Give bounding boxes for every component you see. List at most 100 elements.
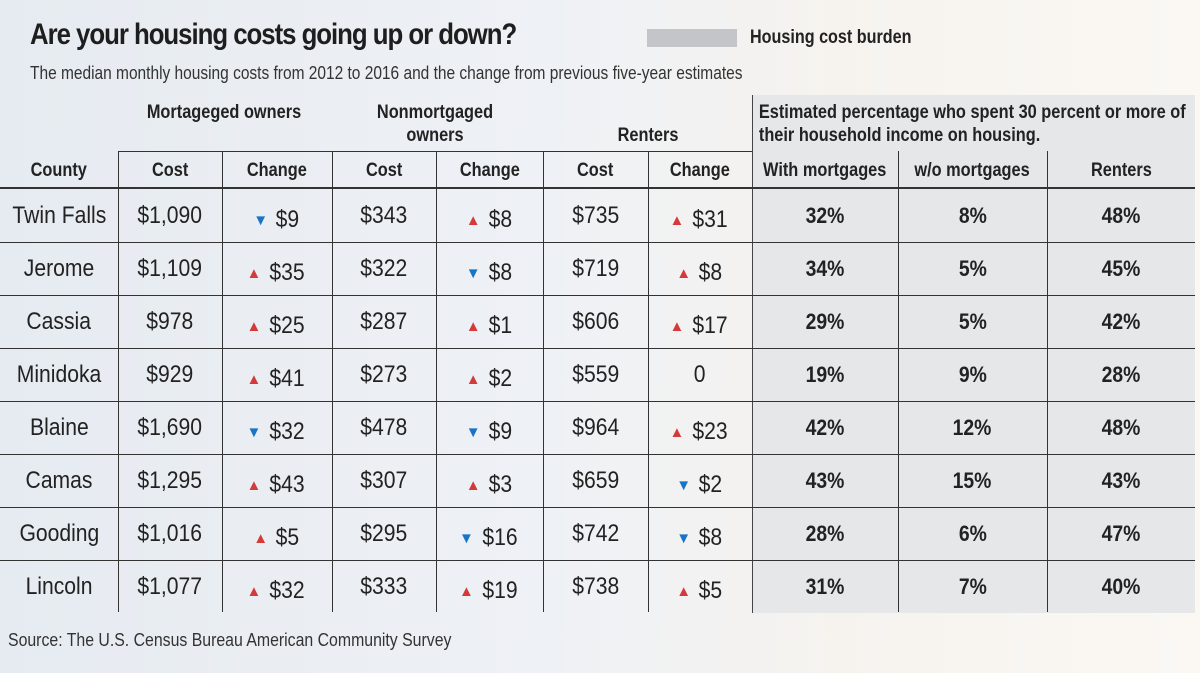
change-cell-up-text: $5 — [275, 523, 300, 551]
housing-cost-burden-panel — [752, 95, 1195, 613]
triangle-down-icon: ▼ — [465, 265, 481, 282]
triangle-up-icon: ▲ — [459, 583, 474, 600]
cost-value: $343 — [332, 189, 436, 242]
cost-value-text: $287 — [360, 307, 408, 335]
burden-percent-text: 34% — [805, 255, 845, 281]
change-cell-up: ▲ $23 — [648, 405, 752, 458]
cost-value-text: $478 — [360, 413, 408, 441]
burden-percent-text: 43% — [1101, 467, 1141, 493]
cost-value: $478 — [332, 401, 436, 454]
column-header-text: Change — [459, 160, 520, 181]
triangle-up-icon: ▲ — [246, 318, 262, 335]
column-header-text: Cost — [365, 160, 403, 181]
change-cell-up-text: $2 — [488, 364, 512, 392]
burden-percent-text: 32% — [805, 202, 845, 228]
change-cell-down-text: $9 — [488, 417, 512, 445]
cost-value: $1,077 — [118, 560, 222, 613]
burden-percent: 42% — [752, 401, 898, 454]
cost-value-text: $559 — [572, 360, 619, 388]
row-divider — [0, 560, 1195, 561]
county-name-text: Gooding — [19, 519, 99, 547]
burden-percent-text: 40% — [1101, 573, 1141, 599]
burden-percent: 32% — [752, 189, 898, 242]
change-cell-down-text: $8 — [698, 523, 723, 551]
burden-percent: 45% — [1047, 242, 1195, 295]
column-divider — [543, 151, 544, 612]
burden-percent-text: 42% — [1101, 308, 1141, 334]
column-header-text: Change — [247, 160, 307, 181]
change-cell-up: ▲ $2 — [436, 352, 543, 405]
cost-value: $719 — [543, 242, 648, 295]
row-divider — [0, 401, 1195, 402]
cost-value: $964 — [543, 401, 648, 454]
burden-percent-text: 45% — [1101, 255, 1141, 281]
burden-percent-text: 12% — [953, 414, 992, 440]
cost-value: $1,109 — [118, 242, 222, 295]
cost-value-text: $307 — [360, 466, 408, 494]
column-header: Cost — [543, 153, 648, 188]
cost-value-text: $738 — [572, 572, 619, 600]
county-name: Blaine — [0, 401, 118, 454]
county-name-text: Minidoka — [16, 360, 102, 388]
change-cell-up: ▲ $32 — [222, 564, 332, 617]
change-cell-up: ▲ $19 — [436, 564, 543, 617]
change-cell-up: ▲ $3 — [436, 458, 543, 511]
burden-percent: 28% — [752, 507, 898, 560]
change-cell-up: ▲ $17 — [648, 299, 752, 352]
cost-value: $735 — [543, 189, 648, 242]
cost-value-text: $343 — [360, 201, 408, 229]
column-header: Change — [436, 153, 543, 188]
change-cell-up: ▲ $1 — [436, 299, 543, 352]
change-cell-up: ▲ $5 — [648, 564, 752, 617]
burden-percent-text: 8% — [958, 202, 987, 228]
change-cell-down: ▼ $8 — [648, 511, 752, 564]
triangle-up-icon: ▲ — [465, 212, 481, 229]
cost-value-text: $1,690 — [137, 413, 203, 441]
row-divider — [0, 507, 1195, 508]
header-rule — [0, 187, 1195, 189]
triangle-down-icon: ▼ — [465, 424, 481, 441]
cost-value: $287 — [332, 295, 436, 348]
burden-percent: 19% — [752, 348, 898, 401]
burden-percent-text: 7% — [958, 573, 987, 599]
source-note: Source: The U.S. Census Bureau American … — [8, 630, 452, 650]
cost-value-text: $719 — [572, 254, 619, 282]
change-cell-down: ▼ $8 — [436, 246, 543, 299]
cost-value-text: $1,109 — [137, 254, 203, 282]
burden-percent: 9% — [898, 348, 1047, 401]
county-name: Minidoka — [0, 348, 118, 401]
change-cell-down: ▼ $9 — [436, 405, 543, 458]
burden-percent: 15% — [898, 454, 1047, 507]
county-name: Jerome — [0, 242, 118, 295]
cost-value-text: $322 — [360, 254, 408, 282]
column-header: County — [0, 153, 118, 188]
county-name: Gooding — [0, 507, 118, 560]
burden-percent: 5% — [898, 242, 1047, 295]
burden-percent-text: 5% — [958, 308, 987, 334]
change-cell-up-text: $41 — [269, 364, 306, 392]
cost-value: $1,090 — [118, 189, 222, 242]
change-cell-up-text: $25 — [269, 311, 306, 339]
change-cell-up-text: $8 — [698, 258, 723, 286]
burden-percent-text: 47% — [1101, 520, 1141, 546]
burden-percent-text: 29% — [805, 308, 845, 334]
cost-value: $978 — [118, 295, 222, 348]
cost-value: $307 — [332, 454, 436, 507]
triangle-up-icon: ▲ — [246, 583, 262, 600]
burden-percent: 28% — [1047, 348, 1195, 401]
cost-value-text: $333 — [360, 572, 408, 600]
cost-value: $738 — [543, 560, 648, 613]
change-cell-up-text: $31 — [692, 205, 729, 233]
legend-label: Housing cost burden — [750, 27, 912, 48]
change-cell-up: ▲ $41 — [222, 352, 332, 405]
triangle-up-icon: ▲ — [465, 318, 481, 335]
burden-percent-text: 42% — [805, 414, 845, 440]
change-cell-down-text: $2 — [698, 470, 723, 498]
triangle-up-icon: ▲ — [246, 265, 262, 282]
cost-value: $606 — [543, 295, 648, 348]
change-cell-up-text: $35 — [269, 258, 306, 286]
cost-value-text: $929 — [146, 360, 194, 388]
burden-percent-text: 6% — [958, 520, 987, 546]
cost-value: $295 — [332, 507, 436, 560]
burden-percent: 31% — [752, 560, 898, 613]
